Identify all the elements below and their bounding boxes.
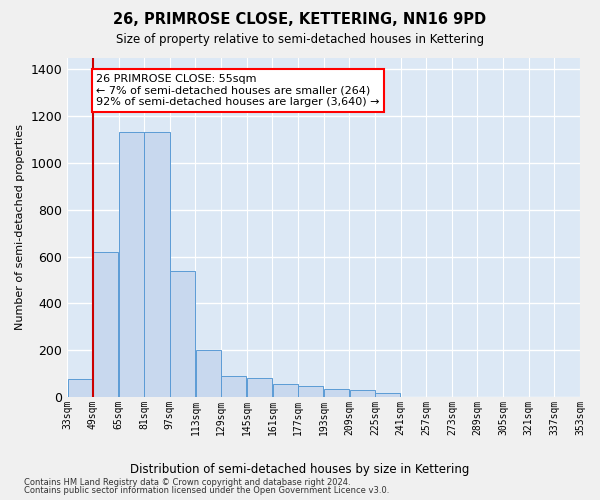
Text: 26, PRIMROSE CLOSE, KETTERING, NN16 9PD: 26, PRIMROSE CLOSE, KETTERING, NN16 9PD — [113, 12, 487, 28]
Bar — [375, 393, 400, 397]
Bar — [68, 380, 92, 397]
Bar — [196, 350, 221, 397]
Bar — [119, 132, 144, 397]
Text: Distribution of semi-detached houses by size in Kettering: Distribution of semi-detached houses by … — [130, 462, 470, 475]
Bar — [272, 384, 298, 397]
Bar — [93, 252, 118, 397]
Bar — [298, 386, 323, 397]
Bar — [324, 389, 349, 397]
Text: Contains HM Land Registry data © Crown copyright and database right 2024.: Contains HM Land Registry data © Crown c… — [24, 478, 350, 487]
Text: 26 PRIMROSE CLOSE: 55sqm
← 7% of semi-detached houses are smaller (264)
92% of s: 26 PRIMROSE CLOSE: 55sqm ← 7% of semi-de… — [96, 74, 380, 107]
Bar — [350, 390, 374, 397]
Bar — [170, 270, 195, 397]
Text: Size of property relative to semi-detached houses in Kettering: Size of property relative to semi-detach… — [116, 32, 484, 46]
Bar — [145, 132, 170, 397]
Bar — [221, 376, 247, 397]
Y-axis label: Number of semi-detached properties: Number of semi-detached properties — [15, 124, 25, 330]
Bar — [247, 378, 272, 397]
Text: Contains public sector information licensed under the Open Government Licence v3: Contains public sector information licen… — [24, 486, 389, 495]
